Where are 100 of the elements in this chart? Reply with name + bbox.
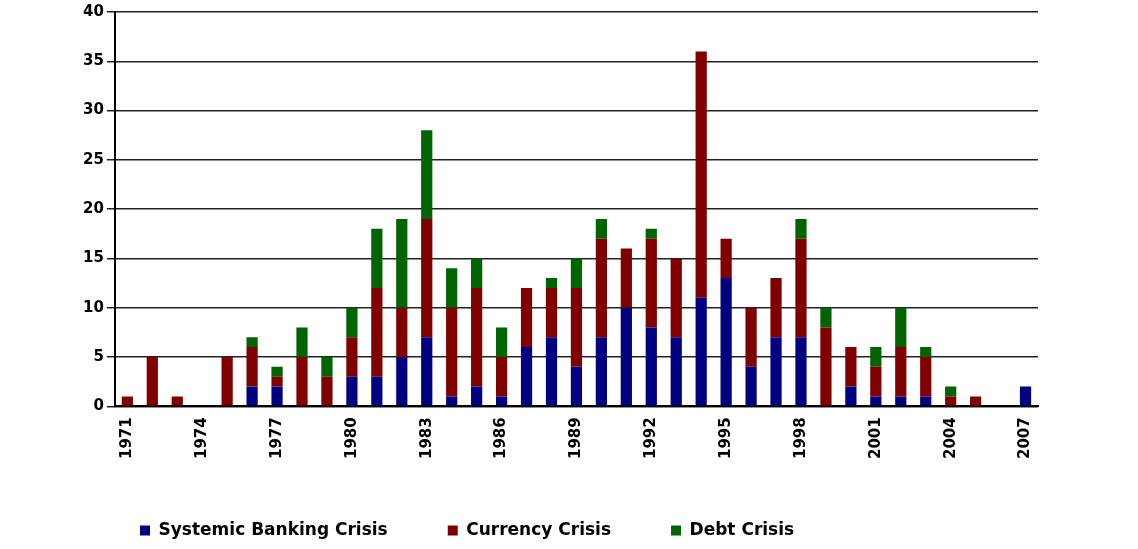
y-tick-label: 15 (83, 248, 104, 267)
bar (920, 347, 932, 357)
y-tick-label: 30 (83, 100, 104, 119)
y-tick-label: 10 (83, 297, 104, 316)
bar (695, 51, 707, 298)
bar (645, 327, 657, 406)
bar (121, 396, 133, 406)
bar (695, 297, 707, 406)
bar (795, 218, 807, 239)
bar (945, 396, 957, 406)
bar (570, 258, 583, 288)
bar (446, 307, 458, 397)
bar (545, 287, 558, 338)
bar (520, 287, 533, 348)
bar (346, 337, 358, 377)
x-tick-label: 1983 (416, 417, 435, 459)
legend-label: Systemic Banking Crisis (158, 518, 388, 539)
bar (770, 337, 782, 406)
bar (845, 347, 857, 387)
x-tick-label: 2001 (865, 417, 884, 459)
bar (371, 376, 383, 406)
bar (595, 337, 607, 406)
bar (246, 386, 258, 406)
x-tick-label: 2007 (1015, 417, 1034, 459)
bar (421, 218, 433, 338)
bar (570, 287, 583, 367)
bar (371, 287, 383, 377)
bar (446, 268, 458, 308)
bar (895, 347, 907, 397)
bar (421, 130, 433, 219)
legend-label: Debt Crisis (689, 518, 795, 539)
bar (645, 238, 657, 328)
bar (221, 356, 233, 406)
bar (495, 327, 508, 357)
y-tick-label: 20 (83, 199, 104, 218)
bar (870, 396, 882, 406)
bar (770, 278, 782, 338)
bar (146, 356, 158, 406)
bar (495, 396, 508, 406)
bar (795, 337, 807, 406)
x-tick-label: 1974 (192, 417, 211, 459)
x-tick-label: 1986 (491, 417, 510, 459)
bar (970, 396, 982, 406)
bar (471, 258, 483, 288)
bar (246, 347, 258, 387)
bar (595, 218, 607, 239)
y-tick-label: 35 (83, 51, 104, 70)
bar (895, 307, 907, 348)
bar (920, 356, 932, 397)
bar (795, 238, 807, 338)
bar (471, 386, 483, 406)
bar (296, 356, 308, 406)
bar (620, 248, 632, 308)
bar (321, 356, 333, 377)
bar (321, 376, 333, 406)
bar (570, 366, 583, 406)
bar (495, 356, 508, 397)
bar (870, 347, 882, 367)
bar (845, 386, 857, 406)
bar (396, 307, 408, 357)
bar (346, 376, 358, 406)
bar (820, 307, 832, 328)
bar (271, 386, 283, 406)
bar (171, 396, 183, 406)
bar (670, 258, 682, 338)
bar (296, 327, 308, 357)
x-tick-label: 1971 (117, 417, 136, 459)
bar (645, 228, 657, 239)
y-tick-label: 25 (83, 149, 104, 168)
bar (446, 396, 458, 406)
bar (520, 347, 533, 406)
bar (595, 238, 607, 338)
bar (421, 337, 433, 406)
bar (820, 327, 832, 406)
y-tick-label: 0 (93, 396, 104, 415)
bar (396, 218, 408, 308)
y-tick-label: 5 (93, 346, 104, 365)
bar (895, 396, 907, 406)
bar (620, 307, 632, 406)
x-tick-label: 1995 (716, 417, 735, 459)
bar (1019, 386, 1032, 406)
bar (720, 278, 732, 406)
bar (545, 337, 558, 406)
bar (371, 228, 383, 288)
bar (720, 238, 732, 279)
bar (920, 396, 932, 406)
bar (545, 278, 558, 288)
x-tick-label: 2004 (940, 417, 959, 459)
x-tick-label: 1989 (566, 417, 585, 459)
bar (745, 307, 757, 367)
bar (346, 307, 358, 338)
legend-label: Currency Crisis (466, 518, 612, 539)
y-tick-label: 40 (83, 1, 104, 20)
bar (745, 366, 757, 406)
bar (271, 366, 283, 377)
bar (396, 356, 408, 406)
x-tick-label: 1980 (341, 417, 360, 459)
bar (670, 337, 682, 406)
bar (246, 337, 258, 348)
bar (870, 366, 882, 397)
